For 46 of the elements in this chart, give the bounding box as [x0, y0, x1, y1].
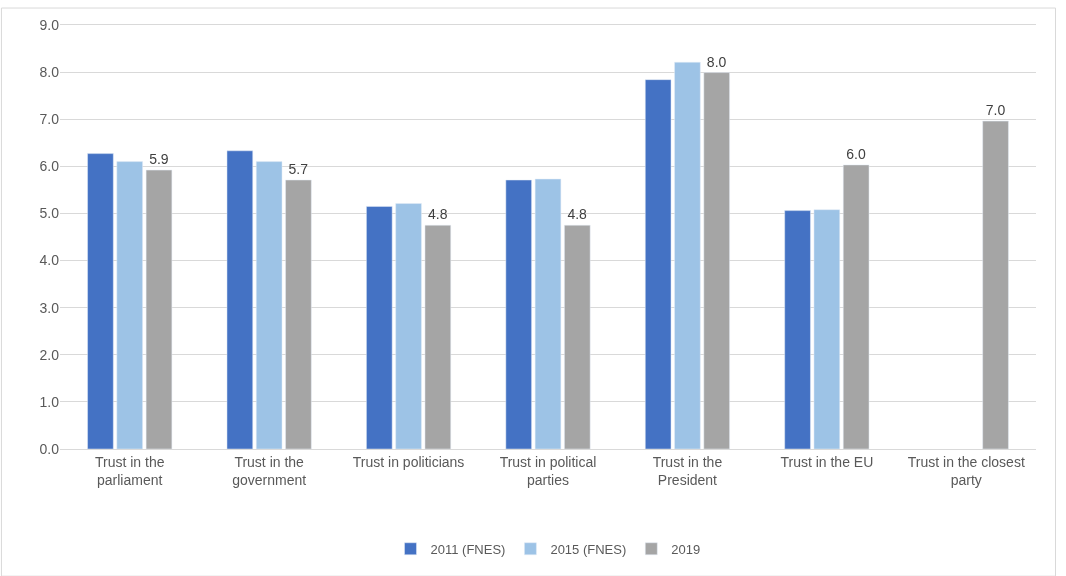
text: 8.0 — [39, 64, 59, 81]
bar — [87, 153, 114, 449]
bar — [982, 120, 1009, 449]
text: 4.0 — [39, 252, 59, 269]
x-tick-label: Trust in the EU — [780, 453, 874, 470]
bar — [645, 79, 672, 449]
data-label: 4.8 — [567, 206, 588, 223]
x-tick-label: Trust in political parties — [499, 453, 597, 488]
bar — [116, 161, 143, 449]
text: 3.0 — [39, 299, 59, 316]
text: 2.0 — [39, 346, 59, 363]
bar — [256, 161, 283, 449]
bar — [366, 206, 393, 449]
bar — [505, 179, 532, 449]
x-tick-label: Trust in politicians — [352, 453, 465, 470]
x-tick-label: Trust in the parliament — [94, 453, 165, 488]
legend-label: 2019 — [671, 541, 701, 557]
bar — [813, 209, 840, 449]
bar — [564, 224, 591, 449]
text: 6.0 — [39, 158, 59, 175]
x-tick-label: Trust in the President — [652, 453, 723, 488]
bar — [784, 210, 811, 449]
x-tick-label: Trust in the government — [232, 453, 307, 488]
bar — [703, 72, 730, 449]
text: 0.0 — [39, 440, 59, 457]
text: 5.0 — [39, 205, 59, 222]
bar — [285, 179, 312, 449]
bar — [145, 169, 173, 449]
data-label: 4.8 — [428, 206, 448, 223]
bar — [226, 150, 253, 449]
bar — [424, 224, 451, 449]
bar — [534, 178, 562, 449]
data-label: 5.7 — [288, 161, 309, 177]
text: 1.0 — [39, 393, 59, 410]
legend-label: 2015 (FNES) — [550, 541, 627, 557]
x-tick-label: Trust in the closest party — [907, 453, 1025, 488]
legend-label: 2011 (FNES) — [430, 541, 506, 557]
bar — [843, 164, 870, 449]
bar — [395, 203, 422, 449]
bar — [674, 61, 701, 449]
text: 9.0 — [39, 16, 59, 33]
data-label: 6.0 — [846, 145, 866, 162]
data-label: 5.9 — [149, 151, 169, 168]
data-label: 8.0 — [706, 53, 727, 70]
text: 7.0 — [39, 111, 59, 128]
data-label: 7.0 — [985, 102, 1006, 119]
